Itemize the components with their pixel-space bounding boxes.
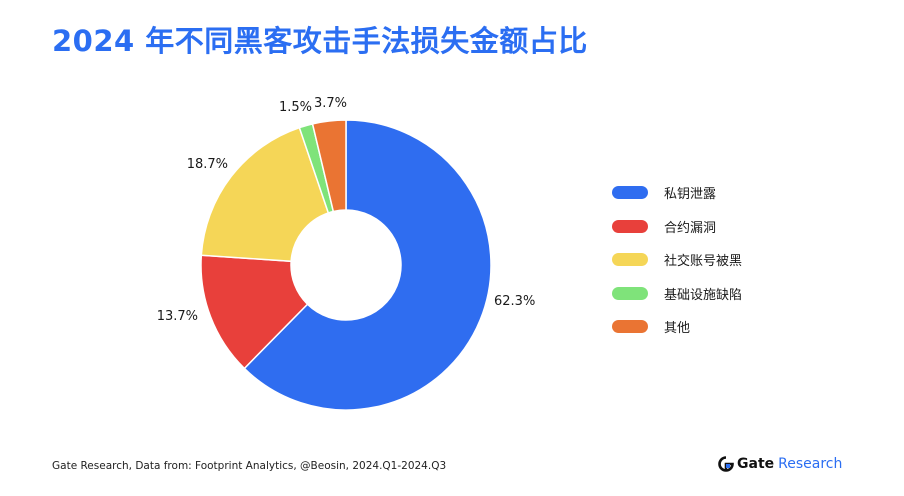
legend-swatch <box>612 286 648 300</box>
donut-slice-5 <box>311 119 347 213</box>
legend-label: 私钥泄露 <box>664 187 717 203</box>
donut-slice-1 <box>243 119 492 411</box>
donut-slices <box>200 119 492 411</box>
legend-label: 合约漏洞 <box>664 220 717 236</box>
legend-item: 私钥泄露 <box>612 176 742 210</box>
legend-swatch <box>612 219 648 233</box>
brand-suffix: Research <box>778 456 843 472</box>
legend-item: 其他 <box>612 310 742 344</box>
legend-swatch <box>612 320 648 334</box>
legend-label: 基础设施缺陷 <box>664 287 743 303</box>
chart-title: 2024 年不同黑客攻击手法损失金额占比 <box>52 24 588 58</box>
legend-swatch <box>612 186 648 200</box>
donut-slice-2 <box>200 254 309 370</box>
legend-label: 其他 <box>664 321 691 337</box>
slice-value-label: 18.7% <box>187 157 228 172</box>
donut-slice-3 <box>200 126 330 263</box>
slice-value-label: 3.7% <box>314 96 347 111</box>
chart-legend: 私钥泄露合约漏洞社交账号被黑 基础设施缺陷 其他 <box>612 176 742 344</box>
legend-item: 基础设施缺陷 <box>612 277 742 311</box>
legend-item: 合约漏洞 <box>612 210 742 244</box>
donut-slice-labels: 62.3% 13.7% 18.7% 1.5% 3.7% <box>157 96 536 324</box>
slice-value-label: 13.7% <box>157 309 198 324</box>
slice-value-label: 62.3% <box>494 294 535 309</box>
slice-value-label: 1.5% <box>279 100 312 115</box>
gate-logo-icon <box>718 456 734 472</box>
data-source-note: Gate Research, Data from: Footprint Anal… <box>52 460 447 472</box>
brand-logo: Gate Research <box>718 456 842 472</box>
legend-swatch <box>612 253 648 267</box>
brand-name: Gate <box>737 456 775 472</box>
legend-label: 社交账号被黑 <box>664 254 743 270</box>
legend-item: 社交账号被黑 <box>612 243 742 277</box>
